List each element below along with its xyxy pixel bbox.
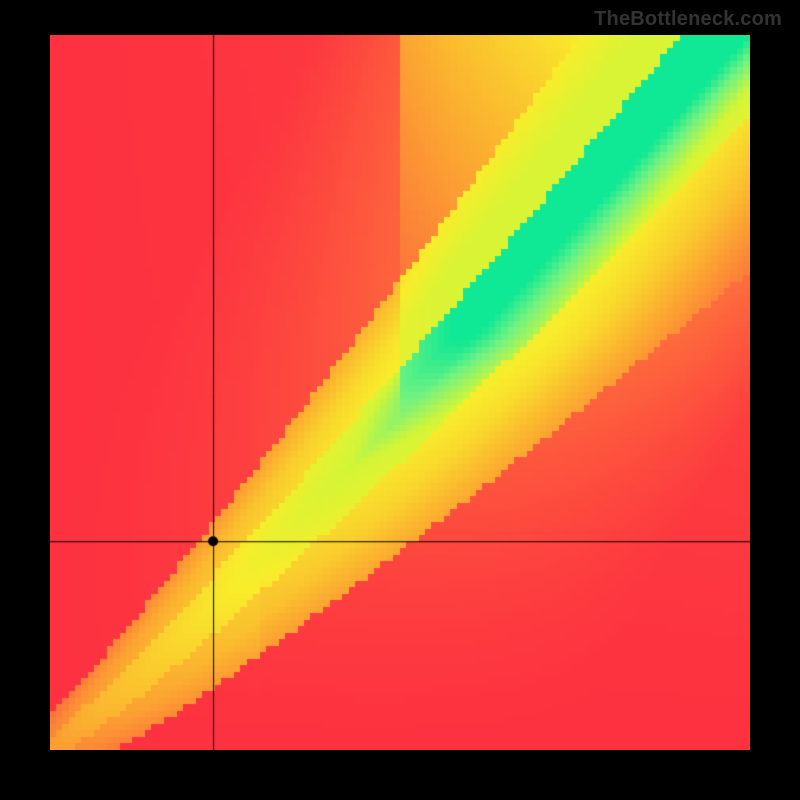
plot-area (50, 35, 750, 750)
heatmap-canvas (50, 35, 750, 750)
chart-container: TheBottleneck.com (0, 0, 800, 800)
watermark-text: TheBottleneck.com (594, 8, 782, 31)
